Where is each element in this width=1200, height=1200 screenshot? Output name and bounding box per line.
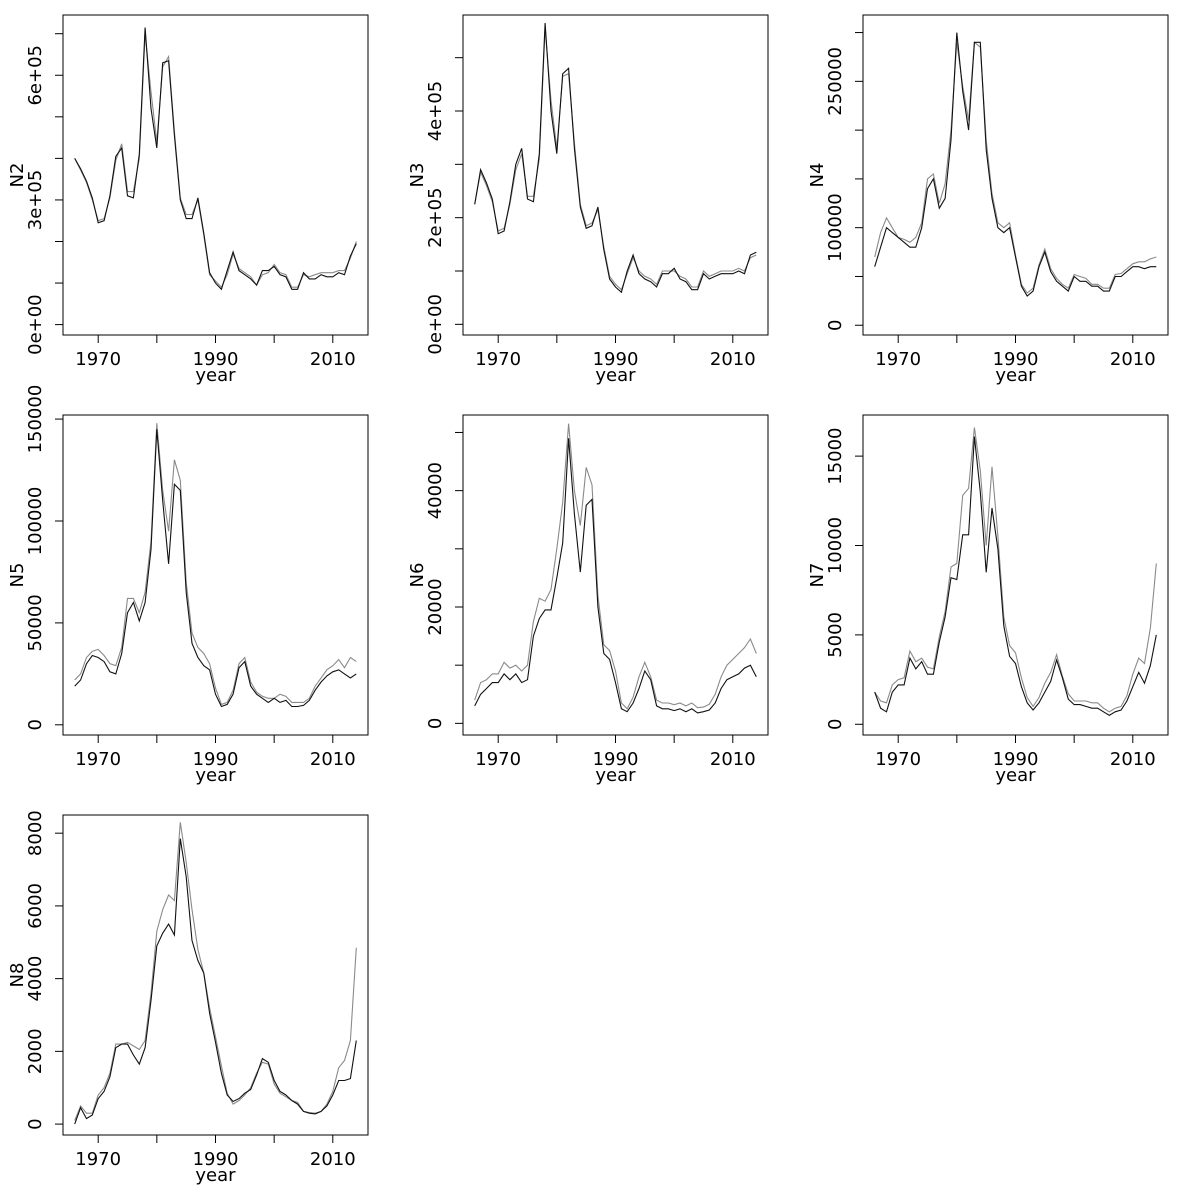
x-tick-label: 2010: [710, 749, 756, 770]
series-line-1: [74, 27, 357, 291]
y-tick-label: 15000: [825, 427, 846, 484]
x-axis-label: year: [595, 365, 636, 386]
y-axis-label: N5: [7, 563, 28, 588]
series-line-1: [874, 436, 1157, 716]
plot-frame: [62, 814, 369, 1136]
y-tick-label: 0e+00: [425, 294, 446, 355]
y-tick-label: 3e+05: [25, 170, 46, 231]
x-tick-label: 1990: [593, 349, 639, 370]
series-line-1: [874, 32, 1157, 297]
series-line-1: [74, 838, 357, 1125]
chart-panel-n6: 1970 1990 2010 0 20000 40000 year N6: [407, 414, 769, 786]
y-tick-label: 150000: [25, 385, 46, 454]
plot-frame: [862, 414, 1169, 736]
series-line-1: [474, 22, 757, 294]
y-axis-label: N2: [7, 163, 28, 188]
series-line-2: [74, 822, 357, 1121]
y-tick-label: 20000: [425, 578, 446, 635]
x-tick-label: 1990: [593, 749, 639, 770]
x-tick-label: 2010: [310, 1149, 356, 1170]
y-tick-label: 8000: [25, 810, 46, 856]
y-tick-label: 10000: [825, 517, 846, 574]
y-tick-label: 0: [825, 719, 846, 730]
y-axis-label: N6: [407, 563, 428, 588]
x-tick-label: 1970: [75, 749, 121, 770]
y-tick-label: 250000: [825, 47, 846, 116]
series-line-2: [874, 427, 1157, 713]
chart-panel-n8: 1970 1990 2010 0 2000 4000 6000 8000 year N8: [7, 810, 369, 1186]
x-tick-label: 1990: [193, 1149, 239, 1170]
chart-panel-n7: 1970 1990 2010 0 5000 10000 15000 year N7: [807, 414, 1169, 786]
chart-panel-n5: 1970 1990 2010 0 50000 100000 150000 year N5: [7, 385, 369, 786]
series-line-2: [474, 28, 757, 291]
x-axis-label: year: [195, 365, 236, 386]
chart-panel-n3: 1970 1990 2010 0e+00 2e+05 4e+05 year N3: [407, 14, 769, 386]
y-axis-label: N4: [807, 163, 828, 188]
y-tick-label: 0e+00: [25, 294, 46, 355]
y-tick-label: 5000: [825, 612, 846, 658]
y-tick-label: 2e+05: [425, 187, 446, 248]
y-tick-label: 0: [25, 719, 46, 730]
y-tick-label: 6e+05: [25, 45, 46, 106]
x-axis-label: year: [995, 765, 1036, 786]
chart-panel-n2: 1970 1990 2010 0e+00 3e+05 6e+05 year N2: [7, 14, 369, 386]
x-axis-label: year: [595, 765, 636, 786]
series-line-1: [474, 438, 757, 714]
x-axis-label: year: [995, 365, 1036, 386]
plot-frame: [862, 14, 1169, 336]
x-tick-label: 2010: [710, 349, 756, 370]
chart-panel-n4: 1970 1990 2010 0 100000 250000 year N4: [807, 14, 1169, 386]
y-axis-label: N7: [807, 563, 828, 588]
y-tick-label: 6000: [25, 883, 46, 929]
y-tick-label: 4000: [25, 956, 46, 1002]
y-tick-label: 2000: [25, 1028, 46, 1074]
x-tick-label: 1990: [193, 349, 239, 370]
y-tick-label: 50000: [25, 594, 46, 651]
y-tick-label: 100000: [25, 487, 46, 556]
x-tick-label: 2010: [310, 749, 356, 770]
series-line-2: [74, 33, 357, 289]
x-tick-label: 1970: [475, 749, 521, 770]
x-tick-label: 1990: [993, 749, 1039, 770]
x-tick-label: 2010: [1110, 749, 1156, 770]
x-tick-label: 1970: [875, 349, 921, 370]
x-tick-label: 1970: [75, 1149, 121, 1170]
series-line-2: [474, 423, 757, 710]
y-tick-label: 0: [425, 718, 446, 729]
y-tick-label: 4e+05: [425, 81, 446, 142]
y-tick-label: 40000: [425, 462, 446, 519]
x-tick-label: 2010: [1110, 349, 1156, 370]
x-tick-label: 1970: [475, 349, 521, 370]
series-line-2: [74, 423, 357, 706]
x-tick-label: 1970: [75, 349, 121, 370]
x-tick-label: 1990: [193, 749, 239, 770]
x-axis-label: year: [195, 1165, 236, 1186]
y-axis-label: N8: [7, 963, 28, 988]
series-line-1: [74, 429, 357, 708]
y-tick-label: 100000: [825, 193, 846, 262]
x-tick-label: 1970: [875, 749, 921, 770]
x-axis-label: year: [195, 765, 236, 786]
y-axis-label: N3: [407, 163, 428, 188]
y-tick-label: 0: [825, 320, 846, 331]
x-tick-label: 2010: [310, 349, 356, 370]
x-tick-label: 1990: [993, 349, 1039, 370]
y-tick-label: 0: [25, 1118, 46, 1129]
plot-frame: [62, 14, 369, 336]
